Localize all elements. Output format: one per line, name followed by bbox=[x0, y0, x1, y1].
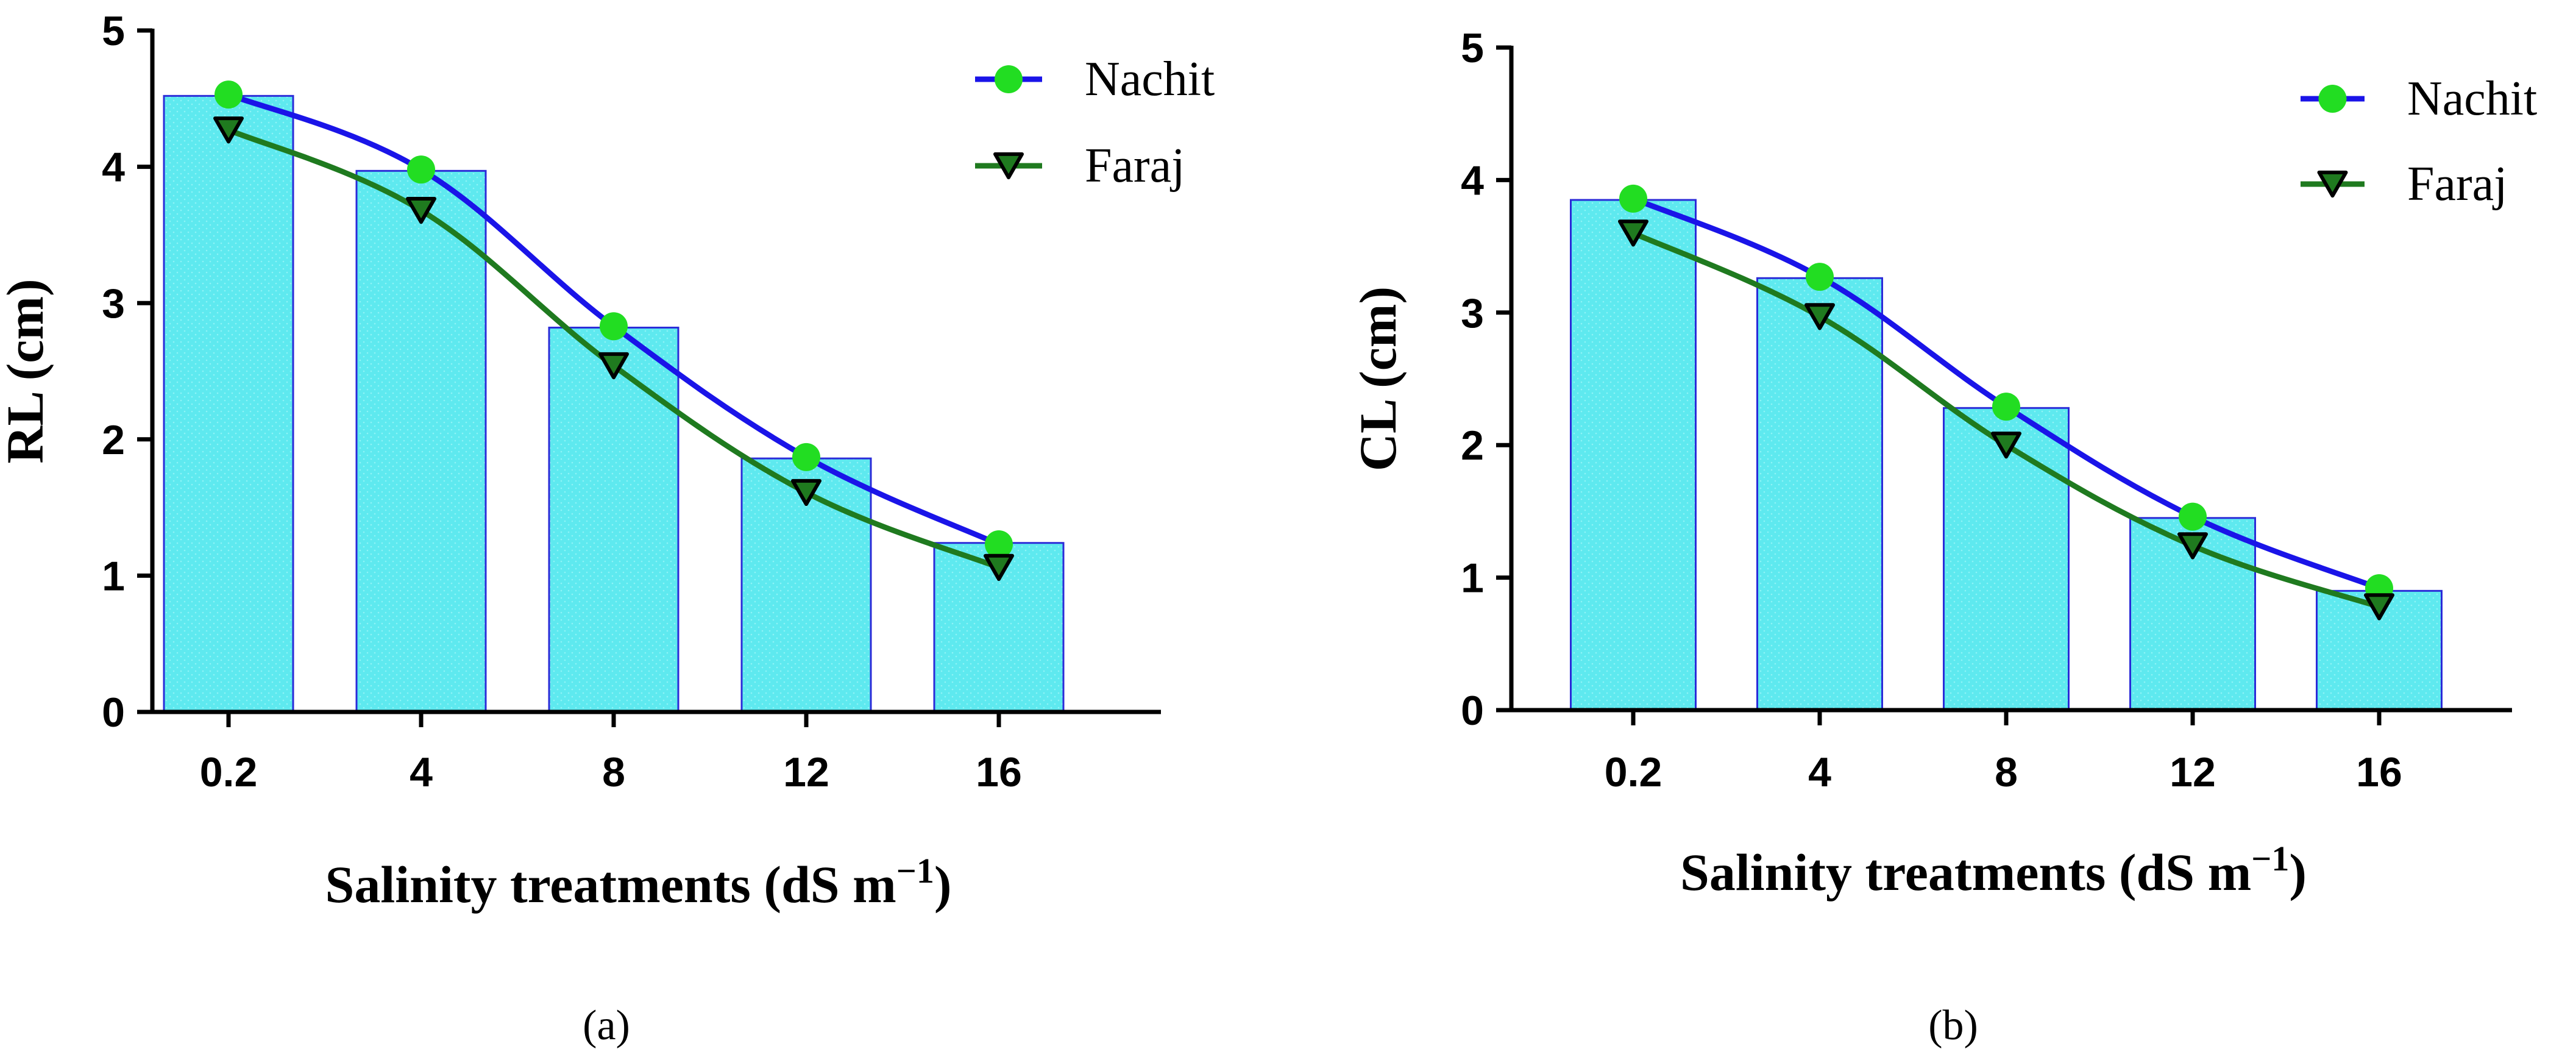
point-faraj-4 bbox=[406, 197, 436, 224]
legend: Nachit Faraj bbox=[2301, 72, 2537, 211]
y-axis-label: CL (cm) bbox=[1349, 286, 1407, 471]
y-tick-label: 3 bbox=[1461, 290, 1484, 336]
legend-label-nachit: Nachit bbox=[2407, 72, 2537, 126]
point-nachit-4 bbox=[1806, 263, 1834, 291]
y-tick-label: 4 bbox=[1461, 157, 1484, 204]
y-tick-label: 0 bbox=[102, 689, 125, 736]
x-tick-label: 12 bbox=[2170, 749, 2216, 795]
panel-label: (b) bbox=[1928, 1002, 1978, 1049]
point-nachit-8 bbox=[1992, 393, 2020, 421]
y-axis-label: RL (cm) bbox=[0, 279, 54, 463]
point-faraj-8 bbox=[598, 352, 629, 380]
x-axis-label: Salinity treatments (dS m−1) bbox=[1680, 839, 2307, 902]
legend-label-faraj: Faraj bbox=[1085, 139, 1185, 193]
panel-label: (a) bbox=[583, 1002, 630, 1049]
point-nachit-0_2 bbox=[215, 80, 243, 109]
legend-marker-faraj bbox=[2317, 170, 2348, 198]
point-faraj-12 bbox=[2177, 532, 2208, 560]
legend: Nachit Faraj bbox=[975, 52, 1215, 193]
x-axis-label: Salinity treatments (dS m−1) bbox=[325, 851, 952, 914]
point-faraj-12 bbox=[791, 478, 821, 507]
bar-4 bbox=[1756, 277, 1883, 711]
y-tick-label: 5 bbox=[102, 8, 125, 54]
x-tick-label: 16 bbox=[976, 749, 1022, 795]
point-faraj-8 bbox=[1991, 432, 2021, 459]
y-tick-label: 1 bbox=[1461, 555, 1484, 602]
x-tick-label: 0.2 bbox=[1605, 749, 1662, 795]
x-tick-label: 16 bbox=[2356, 749, 2402, 795]
y-tick-label: 2 bbox=[1461, 422, 1484, 469]
point-faraj-16 bbox=[2364, 593, 2394, 621]
bar-4 bbox=[355, 169, 487, 713]
legend-marker-faraj bbox=[993, 152, 1024, 180]
point-nachit-12 bbox=[792, 443, 820, 471]
point-nachit-0_2 bbox=[1619, 184, 1647, 213]
legend-label-faraj: Faraj bbox=[2407, 157, 2507, 211]
y-tick-label: 4 bbox=[102, 144, 125, 191]
y-tick-label: 0 bbox=[1461, 688, 1484, 734]
bar-0_2 bbox=[163, 94, 294, 713]
point-nachit-12 bbox=[2179, 502, 2207, 531]
point-nachit-8 bbox=[600, 312, 628, 341]
x-tick-label: 12 bbox=[783, 749, 829, 795]
point-faraj-16 bbox=[984, 553, 1014, 582]
point-faraj-4 bbox=[1804, 303, 1835, 330]
point-nachit-4 bbox=[407, 155, 435, 184]
y-tick-label: 1 bbox=[102, 553, 125, 599]
point-nachit-16 bbox=[985, 530, 1013, 558]
y-tick-label: 5 bbox=[1461, 25, 1484, 71]
bar-0_2 bbox=[1570, 199, 1697, 711]
x-tick-label: 8 bbox=[602, 749, 625, 795]
x-tick-label: 8 bbox=[1995, 749, 2018, 795]
y-tick-label: 3 bbox=[102, 280, 125, 327]
bar-8 bbox=[548, 326, 679, 713]
x-tick-label: 0.2 bbox=[200, 749, 258, 795]
point-faraj-0_2 bbox=[213, 116, 244, 144]
x-tick-label: 4 bbox=[1808, 749, 1831, 795]
legend-marker-nachit bbox=[2318, 85, 2347, 113]
legend-marker-nachit bbox=[995, 65, 1023, 93]
y-tick-label: 2 bbox=[102, 417, 125, 463]
x-tick-label: 4 bbox=[410, 749, 433, 795]
legend-label-nachit: Nachit bbox=[1085, 52, 1215, 106]
point-faraj-0_2 bbox=[1618, 219, 1648, 247]
